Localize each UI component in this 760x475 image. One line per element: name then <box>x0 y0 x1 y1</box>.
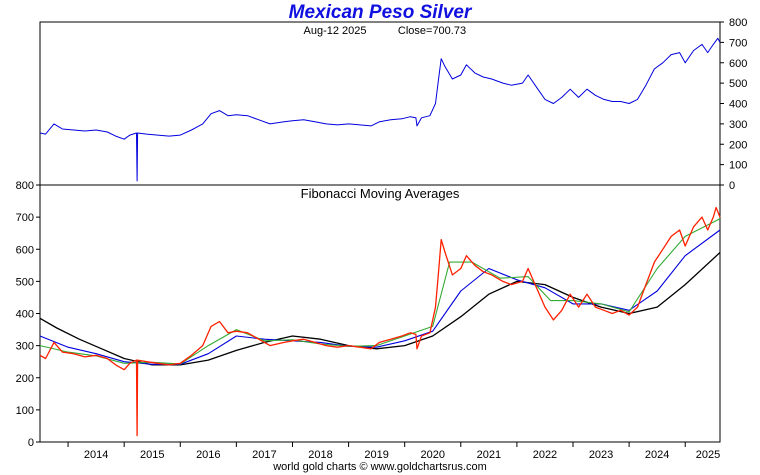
bottom-price-line <box>39 206 721 437</box>
top-panel-frame <box>39 21 721 186</box>
top-ytick-label: 300 <box>729 119 747 131</box>
top-ytick-label: 700 <box>729 37 747 49</box>
top-ytick-label: 600 <box>729 58 747 70</box>
xtick-label: 2024 <box>645 449 669 461</box>
top-ytick-label: 100 <box>729 160 747 172</box>
xtick-label: 2015 <box>140 449 164 461</box>
moving-average-subtitle: Fibonacci Moving Averages <box>301 186 460 201</box>
xtick-label: 2025 <box>696 449 720 461</box>
bottom-ytick-label: 100 <box>16 405 34 417</box>
chart-footer: world gold charts © www.goldchartsrus.co… <box>273 461 487 473</box>
xtick-label: 2019 <box>364 449 388 461</box>
bottom-ytick-label: 700 <box>16 212 34 224</box>
chart-title: Mexican Peso Silver <box>288 2 472 23</box>
bottom-ytick-label: 500 <box>16 276 34 288</box>
xtick-label: 2017 <box>252 449 276 461</box>
bottom-ytick-label: 200 <box>16 373 34 385</box>
top-ytick-label: 800 <box>729 17 747 29</box>
xtick-label: 2021 <box>477 449 501 461</box>
xtick-label: 2014 <box>84 449 108 461</box>
xtick-label: 2022 <box>533 449 557 461</box>
close-label: Close=700.73 <box>398 25 466 37</box>
bottom-panel-frame <box>39 184 721 443</box>
bottom-ytick-label: 600 <box>16 244 34 256</box>
bottom-ytick-label: 300 <box>16 341 34 353</box>
xtick-label: 2018 <box>308 449 332 461</box>
date-label: Aug-12 2025 <box>304 25 367 37</box>
top-price-line <box>39 37 721 182</box>
xtick-label: 2016 <box>196 449 220 461</box>
bottom-ytick-label: 400 <box>16 309 34 321</box>
bottom-ytick-label: 800 <box>16 180 34 192</box>
top-ytick-label: 0 <box>729 180 735 192</box>
top-ytick-label: 500 <box>729 78 747 90</box>
top-ytick-label: 400 <box>729 99 747 111</box>
xtick-label: 2020 <box>420 449 444 461</box>
top-ytick-label: 200 <box>729 139 747 151</box>
bottom-ytick-label: 0 <box>28 437 34 449</box>
xtick-label: 2023 <box>589 449 613 461</box>
